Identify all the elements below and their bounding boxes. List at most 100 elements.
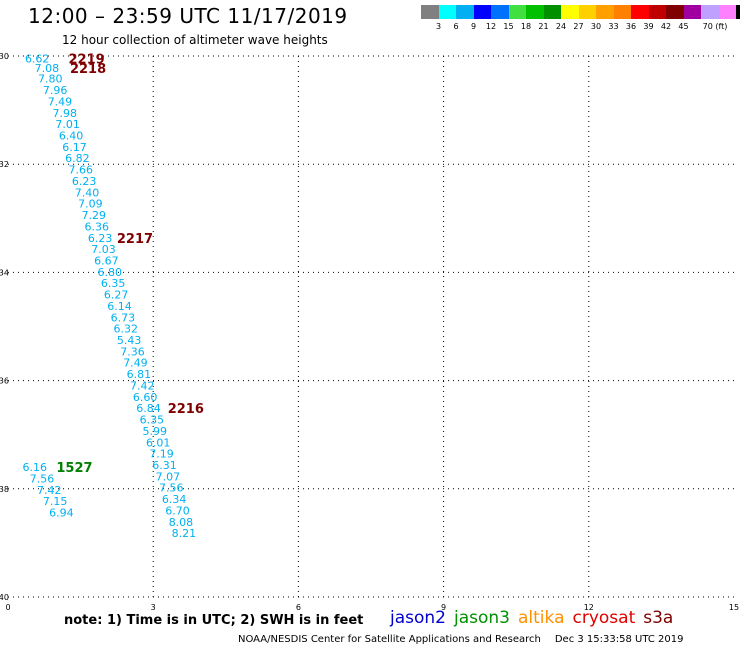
legend-label: 12 [485,22,497,31]
legend-label: 18 [520,22,532,31]
legend-swatch [666,5,684,19]
y-tick-label: -30 [0,52,9,61]
swh-point: 6.80 [98,266,123,279]
legend-swatch [473,5,491,19]
swh-point: 8.08 [169,516,194,529]
swh-point: 6.40 [59,130,84,143]
note-text: note: 1) Time is in UTC; 2) SWH is in fe… [64,613,364,628]
axis-ticks: 0 3 6 9 12 15 -30 -32 -34 -36 -38 -40 [0,52,739,612]
legend-label: 24 [555,22,567,31]
legend-label: 21 [538,22,549,31]
x-tick-label: 0 [5,603,10,612]
legend-swatch [718,5,736,19]
legend-swatch [596,5,614,19]
timestamp-text: Dec 3 15:33:58 UTC 2019 [554,634,684,645]
swh-point: 7.19 [149,448,174,461]
chart-subtitle: 12 hour collection of altimeter wave hei… [62,33,328,47]
satellite-legend: jason2 jason3 altika cryosat s3a [390,608,681,628]
swh-point: 7.15 [43,495,68,508]
legend-label: 3 [435,22,442,31]
swh-point: 8.21 [172,527,197,540]
legend-label: 6 [453,22,459,31]
legend-label: 42 [660,22,672,31]
data-labels: 6.627.087.807.967.497.987.016.406.176.82… [23,53,197,540]
swh-point: 5.99 [143,425,168,438]
swh-point: 7.29 [82,209,107,222]
satellite-cryosat: cryosat [572,608,636,628]
legend-label: 9 [470,22,477,31]
satellite-s3a: s3a [643,608,674,628]
legend-swatch [526,5,544,19]
legend-swatch [613,5,631,19]
satellite-jason2: jason2 [390,608,446,628]
legend-swatch [491,5,509,19]
x-tick-label: 12 [584,603,594,612]
swh-point: 6.82 [65,152,90,165]
legend-swatch [421,5,439,19]
legend-swatch [701,5,719,19]
legend-label: 45 [678,22,689,31]
credit-text: NOAA/NESDIS Center for Satellite Applica… [238,634,541,645]
legend-swatch [683,5,701,19]
swh-point: 6.84 [136,402,161,415]
swh-point: 7.49 [48,95,73,108]
legend-swatch [736,5,740,19]
satellite-altika: altika [518,608,565,628]
swh-point: 6.35 [140,414,165,427]
swh-point: 6.73 [111,311,136,324]
swh-point: 7.96 [43,84,68,97]
color-legend [421,5,740,19]
swh-point: 7.49 [123,357,148,370]
satellite-jason3: jason3 [454,608,510,628]
swh-point: 6.81 [127,368,152,381]
legend-label: 70 (ft) [702,22,728,31]
swh-point: 7.01 [55,118,80,131]
legend-label: 39 [643,22,654,31]
legend-swatch [543,5,561,19]
swh-point: 6.01 [146,436,171,449]
legend-swatch [578,5,596,19]
legend-swatch [438,5,456,19]
legend-swatch [561,5,579,19]
y-tick-label: -38 [0,485,9,494]
swh-point: 6.17 [62,141,87,154]
swh-point: 7.07 [156,470,181,483]
x-tick-label: 9 [441,603,446,612]
swh-point: 6.62 [25,53,50,66]
swh-point: 7.56 [30,473,54,486]
swh-point: 6.94 [49,507,74,520]
time-annotation: 2217 [117,232,153,247]
swh-point: 6.14 [107,300,132,313]
time-annotation: 2218 [70,62,106,77]
x-tick-label: 15 [729,603,739,612]
swh-point: 7.42 [130,379,155,392]
swh-point: 6.67 [94,254,119,267]
x-tick-label: 6 [296,603,301,612]
swh-point: 7.56 [159,482,184,495]
swh-point: 7.80 [38,73,63,86]
y-tick-label: -40 [0,593,9,602]
legend-swatch [456,5,474,19]
legend-label: 36 [625,22,637,31]
swh-point: 6.23 [88,232,113,245]
swh-point: 6.34 [162,493,187,506]
legend-swatch [631,5,649,19]
time-annotation: 2216 [168,402,204,417]
swh-point: 7.09 [78,198,103,211]
y-tick-label: -32 [0,160,9,169]
footer-credit: NOAA/NESDIS Center for Satellite Applica… [238,634,683,645]
swh-point: 6.36 [84,220,109,233]
legend-label: 30 [590,22,602,31]
swh-point: 7.36 [120,345,144,358]
legend-label: 15 [503,22,514,31]
y-tick-label: -34 [0,268,9,277]
swh-point: 6.60 [133,391,158,404]
legend-swatch [648,5,666,19]
swh-point: 7.08 [35,62,60,75]
time-annotation: 1527 [56,461,92,476]
swh-point: 6.35 [101,277,126,290]
swh-point: 6.32 [114,323,138,336]
swh-point: 7.42 [37,484,62,497]
swh-point: 6.31 [152,459,177,472]
